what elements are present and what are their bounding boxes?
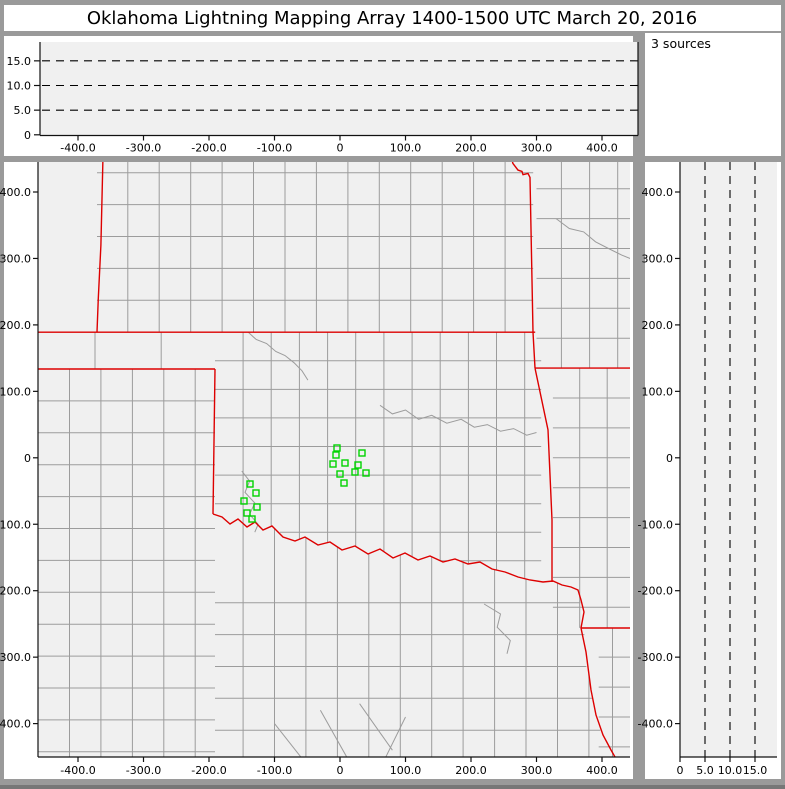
alt-ns-ytick-label: -300.0 [638,651,673,664]
state-border-mo-ks-mo-ok [511,162,536,369]
alt-ew-xtick-label: -300.0 [126,142,161,155]
map-xtick-label: -300.0 [126,764,161,777]
alt-ew-xtick-label: 0 [337,142,344,155]
county-river-line [359,703,393,751]
alt-ns-xtick-label: 15.0 [743,764,768,777]
map-ytick-label: 200.0 [0,319,31,332]
state-border-ok-tx-red-river [212,513,616,757]
lma-station-marker [340,479,348,487]
alt-ns-plot-content [704,162,756,757]
map-ytick-label: -200.0 [0,585,31,598]
state-border-ks-co-102w [96,162,104,333]
alt-ew-xtick-label: -400.0 [60,142,95,155]
county-river-line [555,218,630,259]
lma-station-marker [354,461,362,469]
lma-station-marker [252,489,260,497]
panel-sources-bg [645,33,781,156]
county-river-line [247,331,309,381]
map-ytick-label: 0 [24,452,31,465]
alt-ns-ytick-label: -100.0 [638,518,673,531]
alt-ns-ytick-label: 0 [666,452,673,465]
map-ytick-label: -400.0 [0,718,31,731]
lma-station-marker [351,468,359,476]
alt-ew-plot-area[interactable] [40,42,638,136]
lma-station-marker [246,480,254,488]
alt-ew-xtick-label: -200.0 [191,142,226,155]
map-plot-area[interactable] [38,162,630,757]
alt-ew-plot-content [42,60,638,111]
map-xtick-label: -100.0 [257,764,292,777]
alt-ew-ytick-label: 0 [24,129,31,142]
state-border-ok-ar [534,367,553,582]
map-xtick-label: 0 [337,764,344,777]
map-ytick-label: 400.0 [0,186,31,199]
alt-ew-xtick-label: 100.0 [390,142,422,155]
state-border-ok-tx-100w [212,368,216,515]
lma-station-marker [253,503,261,511]
county-river-line [379,404,537,436]
map-xtick-label: -400.0 [60,764,95,777]
map-xtick-label: 300.0 [521,764,553,777]
page-title: Oklahoma Lightning Mapping Array 1400-15… [87,8,697,29]
map-xtick-label: 200.0 [455,764,487,777]
alt-ew-xtick-label: 200.0 [455,142,487,155]
lma-station-marker [341,459,349,467]
lma-station-marker [358,449,366,457]
map-xtick-label: 400.0 [586,764,618,777]
alt-ew-xtick-label: 300.0 [521,142,553,155]
county-river-line [319,710,348,757]
alt-ns-ytick-label: 100.0 [642,385,674,398]
map-ytick-label: 100.0 [0,385,31,398]
alt-ew-xtick-label: -100.0 [257,142,292,155]
county-river-line [274,723,302,757]
axes-and-ticks: 05.010.015.0-400.0 -300.0 -200.0 -100.0 0 100… [0,42,777,777]
alt-ns-ytick-label: 300.0 [642,252,674,265]
alt-ns-ytick-label: -200.0 [638,585,673,598]
map-ytick-label: 300.0 [0,252,31,265]
sources-count-label: 3 sources [651,36,711,51]
lma-station-marker [362,469,370,477]
map-ytick-label: -100.0 [0,518,31,531]
title-bar [4,5,781,31]
alt-ew-xtick-label: 400.0 [586,142,618,155]
lma-station-marker [240,497,248,505]
alt-ew-ytick-label: 10.0 [7,80,32,93]
lma-station-marker [332,451,340,459]
alt-ew-ytick-label: 5.0 [14,104,32,117]
county-river-line [385,716,406,757]
map-plot-content [38,162,630,757]
map-xtick-label: -200.0 [191,764,226,777]
alt-ns-xtick-label: 5.0 [696,764,714,777]
alt-ns-xtick-label: 0 [677,764,684,777]
lma-station-marker [333,444,341,452]
map-ytick-label: -300.0 [0,651,31,664]
lma-station-marker [329,460,337,468]
alt-ns-ytick-label: 400.0 [642,186,674,199]
lma-station-marker [248,515,256,523]
alt-ns-ytick-label: 200.0 [642,319,674,332]
county-river-line [483,603,511,654]
map-xtick-label: 100.0 [390,764,422,777]
lma-station-marker [243,509,251,517]
lma-station-marker [336,470,344,478]
alt-ns-plot-area[interactable] [680,162,777,757]
alt-ew-ytick-label: 15.0 [7,55,32,68]
alt-ns-xtick-label: 10.0 [718,764,743,777]
alt-ns-ytick-label: -400.0 [638,718,673,731]
